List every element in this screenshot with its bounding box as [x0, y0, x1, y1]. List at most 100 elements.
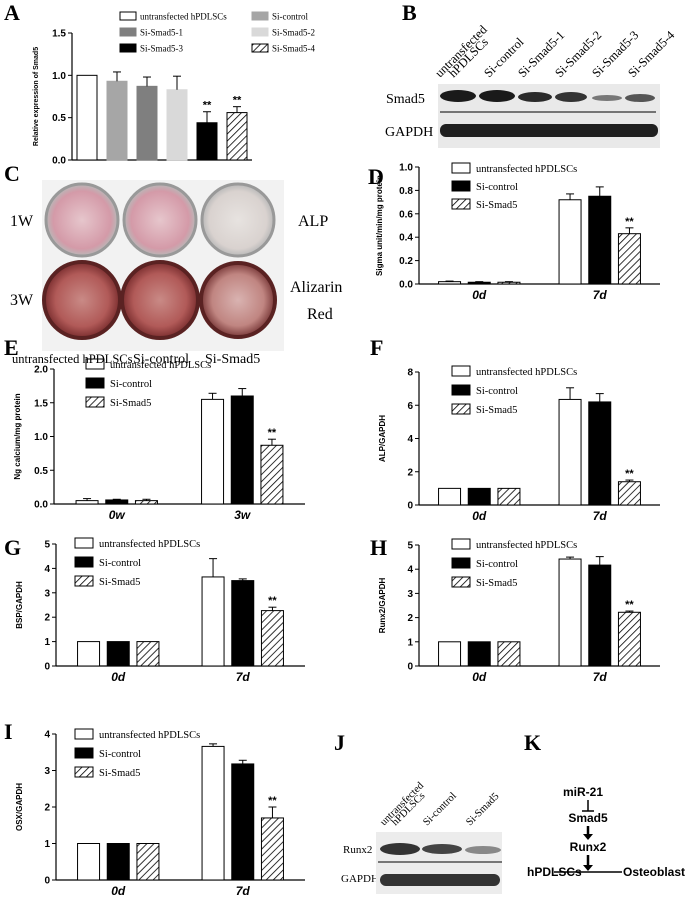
y-tick-label: 0.6 [399, 209, 413, 220]
legend-label: untransfected hPDLSCs [99, 730, 200, 741]
bar [438, 641, 462, 667]
y-tick-label: 2 [44, 613, 50, 624]
y-tick-label: 1.0 [399, 163, 413, 174]
chart-E: 0.0 0.5 1.0 1.5 2.0 Ng calcium/mg protein 0w **… [13, 358, 305, 522]
y-tick-label: 3 [407, 589, 413, 600]
y-axis-label: Sigma unit/min/mg protein [375, 175, 384, 276]
legend-label: untransfected hPDLSCs [140, 12, 227, 22]
panel-label-F: F [370, 335, 383, 360]
bar [105, 499, 129, 505]
chart-D: 0.0 0.2 0.4 0.6 0.8 1.0 Sigma unit/min/mg prot… [375, 162, 660, 302]
y-tick-label: 1 [44, 637, 50, 648]
significance-label: ** [233, 95, 242, 107]
y-tick-label: 1 [44, 839, 50, 850]
legend-label: Si-control [99, 558, 141, 569]
legend-swatch [451, 384, 471, 396]
bar [588, 195, 612, 285]
blot-B-gapdh-bands [440, 124, 658, 137]
y-tick-label: 8 [407, 368, 413, 379]
chart-F: 0 2 4 6 8 ALP/GAPDH 0d ** 7d untransfected hPDLSC… [378, 365, 660, 523]
y-tick-label: 0 [407, 501, 413, 512]
bar [438, 281, 462, 285]
y-tick-label: 0.0 [34, 500, 48, 511]
bar [438, 487, 462, 506]
bar [201, 576, 225, 667]
legend-swatch [74, 766, 94, 778]
legend-label: Si-control [476, 559, 518, 570]
bar [617, 611, 641, 667]
blot-band [592, 95, 622, 101]
bar [588, 401, 612, 506]
bar [467, 487, 491, 506]
chart-A: 0.0 0.5 1.0 1.5 Relative expression of Smad5… [33, 11, 316, 167]
significance-label: ** [625, 216, 634, 228]
legend-swatch [451, 162, 471, 174]
significance-label: ** [203, 100, 212, 112]
legend-swatch [251, 11, 269, 21]
legend-label: Si-control [272, 12, 308, 22]
x-tick-label: 7d [236, 670, 251, 684]
panel-label-K: K [524, 730, 541, 755]
plate-row-3w: 3W [10, 292, 34, 309]
blot-band [422, 844, 462, 854]
legend-label: Si-Smad5-1 [140, 28, 183, 38]
bar [558, 199, 582, 285]
legend-swatch [451, 538, 471, 550]
bar [260, 817, 284, 881]
legend-swatch [251, 43, 269, 53]
y-tick-label: 0.0 [399, 280, 413, 291]
legend-swatch [119, 43, 137, 53]
y-tick-label: 2 [407, 613, 413, 624]
stained-plates-C: 1W 3W ALP Alizarin Red untransfected hPD… [10, 180, 342, 367]
bar [77, 843, 101, 881]
legend-swatch [451, 576, 471, 588]
bar [136, 843, 160, 881]
legend-label: untransfected hPDLSCs [476, 540, 577, 551]
bar [617, 481, 641, 506]
x-tick-label: 7d [593, 670, 608, 684]
arrow-head-2 [583, 865, 593, 871]
bar [497, 487, 521, 506]
y-tick-label: 4 [407, 565, 413, 576]
y-axis-label: Ng calcium/mg protein [13, 393, 22, 479]
y-tick-label: 2.0 [34, 365, 48, 376]
legend-label: untransfected hPDLSCs [476, 164, 577, 175]
bar [231, 580, 255, 667]
y-axis-label: BSP/GAPDH [15, 581, 24, 629]
y-axis-label: Relative expression of Smad5 [33, 47, 40, 146]
y-tick-label: 0.2 [399, 256, 413, 267]
bar [467, 281, 491, 285]
bar [136, 641, 160, 667]
node-smad5: Smad5 [568, 811, 608, 825]
y-tick-label: 1.0 [52, 71, 66, 82]
bar [106, 641, 130, 667]
lane-label: Si-control [421, 791, 459, 829]
node-hpdlscs: hPDLSCs [527, 865, 582, 879]
pathway-diagram-K: miR-21 Smad5 Runx2 hPDLSCs Osteoblasts [527, 785, 685, 879]
y-axis-label: ALP/GAPDH [378, 415, 387, 462]
y-tick-label: 0 [44, 662, 50, 673]
blot-band [555, 92, 587, 102]
legend-swatch [451, 365, 471, 377]
x-tick-label: 0d [111, 670, 126, 684]
blot-band [380, 874, 500, 886]
legend-swatch [74, 728, 94, 740]
plate-col-si-smad5: Si-Smad5 [205, 352, 260, 367]
blot-band [625, 94, 655, 102]
legend-swatch [85, 396, 105, 408]
legend-swatch [251, 27, 269, 37]
y-tick-label: 1.0 [34, 432, 48, 443]
x-tick-label: 0w [109, 508, 126, 522]
chart-G: 0 1 2 3 4 5 BSP/GAPDH 0d ** 7d untransfected hPDLS… [15, 537, 305, 684]
panel-label-H: H [370, 535, 387, 560]
blot-band [518, 92, 552, 102]
legend-label: Si-Smad5-3 [140, 44, 184, 54]
y-tick-label: 6 [407, 401, 413, 412]
blot-B-smad5-bands [440, 90, 655, 102]
bar [497, 641, 521, 667]
blot-J-row-runx2: Runx2 [343, 844, 372, 856]
legend-label: untransfected hPDLSCs [476, 367, 577, 378]
bar [201, 745, 225, 881]
blot-band [440, 90, 476, 102]
y-tick-label: 4 [44, 730, 50, 741]
